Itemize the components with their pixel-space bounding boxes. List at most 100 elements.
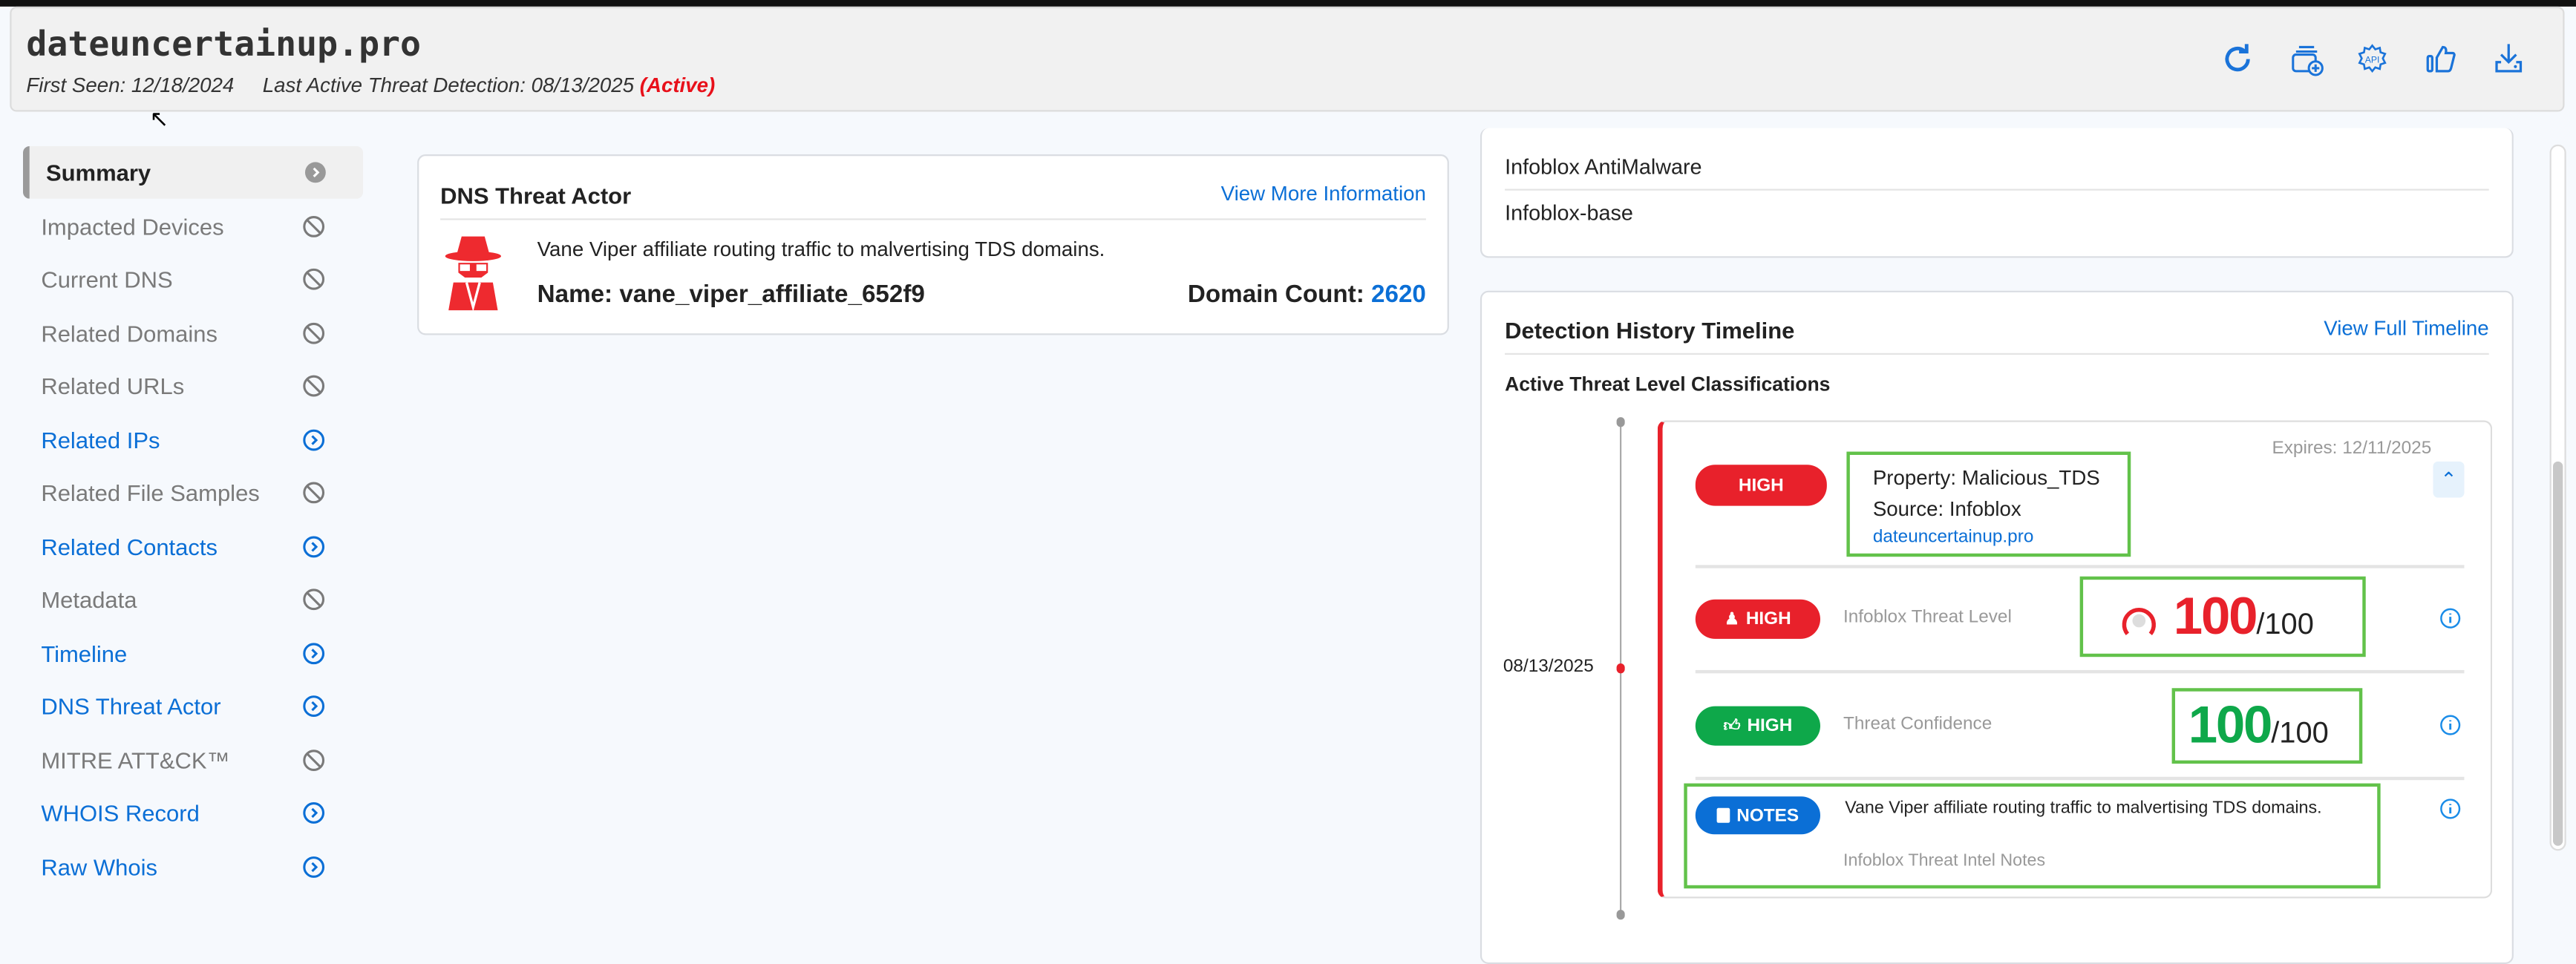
threat-level-badge: ♟ HIGH: [1695, 599, 1821, 639]
sidebar-item-current-dns[interactable]: Current DNS: [23, 253, 363, 306]
add-to-collection-icon: [2292, 45, 2324, 76]
thumbs-up-button[interactable]: [2423, 41, 2459, 77]
threat-event-card: Expires: 12/11/2025 ⌃ HIGH Property: Mal…: [1657, 420, 2493, 899]
page-subtitle: First Seen: 12/18/2024 Last Active Threa…: [26, 74, 715, 97]
sidebar-item-label: Related URLs: [41, 373, 185, 399]
sidebar-item-summary[interactable]: Summary: [22, 145, 364, 199]
sidebar-item-label: Current DNS: [41, 266, 173, 292]
spy-icon: [439, 235, 508, 312]
sidebar-item-mitre-att-ck[interactable]: MITRE ATT&CK™: [23, 734, 363, 787]
divider: [1695, 565, 2465, 568]
sidebar-item-related-urls[interactable]: Related URLs: [23, 360, 363, 413]
expires-date: Expires: 12/11/2025: [2272, 438, 2432, 459]
scrollbar-track[interactable]: [2549, 144, 2566, 851]
sidebar-item-label: Timeline: [41, 640, 128, 667]
threat-actor-description: Vane Viper affiliate routing traffic to …: [537, 237, 1105, 261]
sidebar-item-timeline[interactable]: Timeline: [23, 627, 363, 680]
divider: [1695, 776, 2465, 781]
notes-text: Vane Viper affiliate routing traffic to …: [1845, 798, 2322, 819]
timeline-date: 08/13/2025: [1503, 657, 1594, 677]
sidebar-item-label: Impacted Devices: [41, 213, 224, 240]
chevron-right-circle-icon: [303, 643, 325, 665]
thumbs-up-icon: 👍︎: [1723, 718, 1741, 736]
status-badge: (Active): [639, 73, 716, 97]
domain-count-link[interactable]: 2620: [1371, 281, 1426, 309]
chevron-right-circle-icon: [303, 429, 325, 451]
source-item: Infoblox AntiMalware: [1505, 154, 1702, 180]
info-icon[interactable]: [2439, 799, 2461, 820]
sidebar-item-label: DNS Threat Actor: [41, 692, 221, 720]
card-title: DNS Threat Actor: [440, 182, 632, 209]
confidence-score-box: 100/100: [2171, 688, 2363, 764]
classification-details: Property: Malicious_TDS Source: Infoblox…: [1846, 451, 2131, 557]
detection-history-card: Detection History Timeline View Full Tim…: [1480, 290, 2514, 964]
sidebar-item-label: Metadata: [41, 586, 137, 613]
disabled-icon: [303, 216, 325, 237]
threat-level-max: /100: [2256, 607, 2314, 641]
chevron-right-circle-icon: [303, 856, 325, 878]
page-header: dateuncertainup.pro First Seen: 12/18/20…: [10, 6, 2565, 112]
scrollbar-thumb[interactable]: [2553, 461, 2563, 846]
sidebar-item-impacted-devices[interactable]: Impacted Devices: [23, 200, 363, 253]
disabled-icon: [303, 588, 325, 611]
svg-text:API: API: [2365, 55, 2380, 65]
threat-level-score-box: 100/100: [2079, 576, 2366, 658]
disabled-icon: [303, 322, 325, 344]
collapse-button[interactable]: ⌃: [2433, 461, 2465, 498]
sidebar-item-related-ips[interactable]: Related IPs: [23, 414, 363, 467]
download-button[interactable]: [2491, 41, 2527, 77]
view-more-information-link[interactable]: View More Information: [1220, 182, 1426, 206]
info-icon[interactable]: [2439, 715, 2461, 736]
section-subtitle: Active Threat Level Classifications: [1505, 373, 1831, 396]
domain-count-label: Domain Count:: [1187, 281, 1364, 309]
page-title: dateuncertainup.pro: [26, 24, 422, 65]
domain-count: Domain Count: 2620: [1188, 281, 1426, 309]
first-seen: First Seen: 12/18/2024: [26, 73, 235, 97]
sidebar-item-label: MITRE ATT&CK™: [41, 747, 230, 774]
threat-level-badge-icon: ♟: [1725, 610, 1739, 629]
sidebar-item-dns-threat-actor[interactable]: DNS Threat Actor: [23, 680, 363, 732]
refresh-button[interactable]: [2220, 41, 2256, 77]
sidebar-item-metadata[interactable]: Metadata: [23, 573, 363, 626]
threat-sources-card: Infoblox AntiMalware Infoblox-base: [1480, 128, 2514, 258]
confidence-score: 100/100: [2188, 695, 2329, 754]
sidebar-item-label: Raw Whois: [41, 853, 157, 881]
confidence-max: /100: [2271, 715, 2329, 750]
window-top-bar: [0, 0, 2576, 7]
chevron-right-circle-icon: [304, 162, 326, 183]
sidebar-item-related-contacts[interactable]: Related Contacts: [23, 521, 363, 574]
sidebar-item-label: Related Contacts: [41, 534, 218, 560]
notes-box: [1684, 783, 2381, 889]
confidence-label: Threat Confidence: [1843, 714, 1993, 735]
view-full-timeline-link[interactable]: View Full Timeline: [2324, 317, 2489, 341]
divider: [1505, 353, 2489, 355]
badge-label: NOTES: [1736, 805, 1799, 826]
timeline-event-dot[interactable]: [1616, 663, 1625, 674]
note-icon: [1716, 807, 1730, 823]
chevron-right-circle-icon: [303, 695, 325, 717]
threat-gauge-icon: [2119, 601, 2159, 640]
last-detection: Last Active Threat Detection: 08/13/2025: [262, 73, 635, 97]
badge-label: HIGH: [1747, 715, 1793, 736]
timeline-start-dot: [1616, 417, 1625, 427]
notes-badge: NOTES: [1695, 796, 1821, 835]
info-icon[interactable]: [2439, 608, 2461, 629]
sidebar-item-related-file-samples[interactable]: Related File Samples: [23, 466, 363, 519]
badge-label: HIGH: [1738, 475, 1784, 496]
disabled-icon: [303, 750, 325, 772]
sidebar-item-related-domains[interactable]: Related Domains: [23, 307, 363, 360]
property: Property: Malicious_TDS: [1872, 466, 2100, 490]
sidebar-item-label: WHOIS Record: [41, 799, 200, 827]
dns-threat-actor-card: DNS Threat Actor View More Information V…: [417, 154, 1449, 335]
domain-link[interactable]: dateuncertainup.pro: [1872, 527, 2034, 547]
sidebar-item-whois-record[interactable]: WHOIS Record: [23, 787, 363, 839]
disabled-icon: [303, 482, 325, 504]
sidebar-item-label: Related IPs: [41, 427, 160, 453]
api-button[interactable]: API: [2354, 41, 2390, 77]
sidebar-item-raw-whois[interactable]: Raw Whois: [23, 841, 363, 893]
add-to-collection-button[interactable]: [2289, 41, 2325, 77]
api-gear-icon: API: [2358, 44, 2387, 73]
divider: [1505, 188, 2489, 191]
card-title: Detection History Timeline: [1505, 317, 1795, 344]
disabled-icon: [303, 375, 325, 397]
